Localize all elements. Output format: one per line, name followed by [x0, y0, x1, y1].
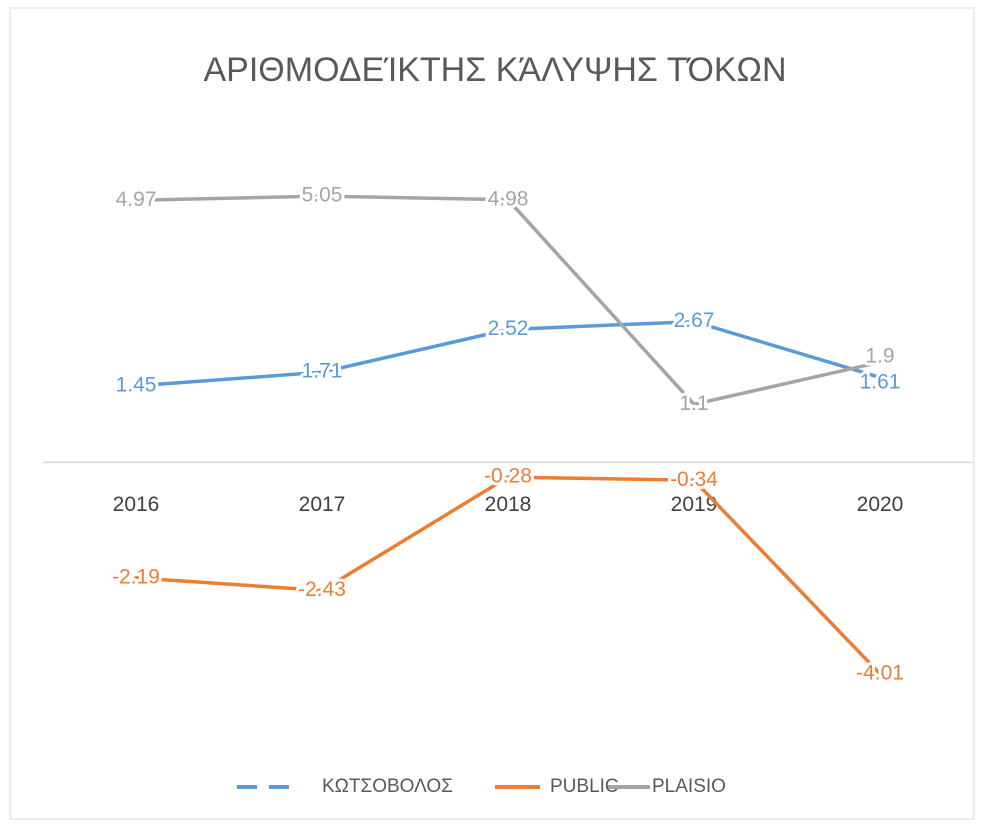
- legend-label: ΚΩΤΣΟΒΟΛΟΣ: [322, 776, 453, 797]
- data-label: 2.67: [674, 309, 715, 332]
- data-line: [134, 319, 882, 388]
- x-tick-label: 2016: [113, 493, 160, 516]
- data-label: -0.28: [484, 465, 532, 488]
- legend-label: PUBLIC: [550, 776, 619, 797]
- data-label: -4.01: [856, 661, 904, 684]
- chart-title: ΑΡΙΘΜΟΔΕΊΚΤΗΣ ΚΆΛΥΨΗΣ ΤΌΚΩΝ: [204, 51, 787, 89]
- data-label: 1.45: [116, 373, 157, 396]
- data-label: 5.05: [302, 184, 343, 207]
- data-label: 1.71: [302, 360, 343, 383]
- data-label: 1.1: [679, 392, 708, 415]
- x-tick-label: 2020: [857, 493, 904, 516]
- data-line: [134, 194, 882, 407]
- x-tick-label: 2019: [671, 493, 718, 516]
- data-label: 1.9: [865, 344, 894, 367]
- x-tick-label: 2018: [485, 493, 532, 516]
- data-label: 4.98: [488, 187, 529, 210]
- data-line: [134, 475, 882, 676]
- data-label: 1.61: [860, 370, 901, 393]
- data-label: -2.19: [112, 565, 160, 588]
- data-label: 4.97: [116, 188, 157, 211]
- x-tick-label: 2017: [299, 493, 346, 516]
- data-label: 2.52: [488, 317, 529, 340]
- data-label: -2.43: [298, 578, 346, 601]
- chart-frame: [9, 7, 975, 820]
- legend-label: PLAISIO: [652, 776, 726, 797]
- data-label: -0.34: [670, 468, 718, 491]
